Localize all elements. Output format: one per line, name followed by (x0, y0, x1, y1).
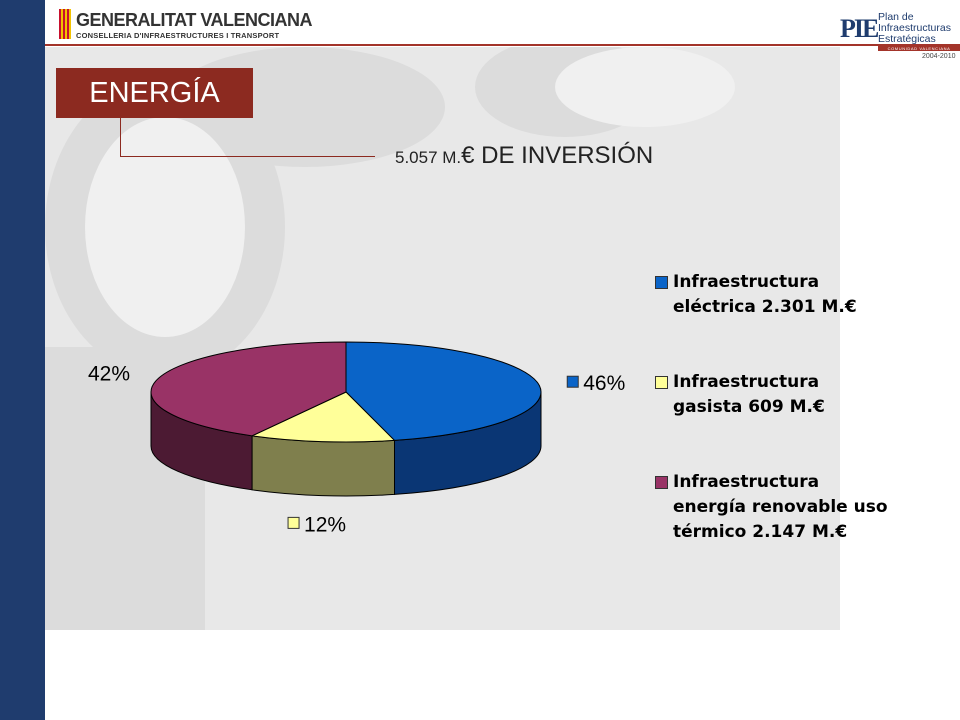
plan-logo-band: COMUNIDAD VALENCIANA (878, 46, 960, 51)
data-label-2: 42% (88, 363, 130, 386)
shield-icon (58, 8, 72, 40)
pie-slice-1 (250, 391, 396, 443)
investment-amount: 5.057 M. (395, 148, 462, 167)
org-department: CONSELLERIA D'INFRAESTRUCTURES I TRANSPO… (76, 31, 280, 40)
plan-logo-years: 2004-2010 (922, 53, 956, 60)
data-label-swatch (566, 375, 579, 388)
legend-item-2: Infraestructura energía renovable uso té… (655, 470, 915, 570)
data-label-text: 46% (583, 372, 625, 395)
legend-label: Infraestructura gasista 609 M.€ (673, 372, 825, 417)
chart-legend: Infraestructura eléctrica 2.301 M.€ Infra… (655, 270, 915, 570)
legend-swatch (655, 276, 668, 289)
data-label-1: 12% (287, 513, 346, 536)
legend-swatch (655, 476, 668, 489)
org-name: GENERALITAT VALENCIANA (76, 10, 313, 30)
plan-logo: PIE Plan de Infraestructuras Estratégica… (838, 10, 960, 66)
legend-swatch (655, 376, 668, 389)
data-label-text: 12% (304, 513, 346, 536)
plan-logo-mark: PIE (840, 14, 879, 43)
data-label-0: 46% (566, 372, 625, 395)
pie-side-1 (251, 435, 395, 497)
section-title: ENERGÍA (56, 68, 253, 118)
data-label-text: 42% (88, 363, 130, 386)
investment-suffix: € DE INVERSIÓN (461, 142, 654, 169)
legend-label: Infraestructura energía renovable uso té… (673, 472, 888, 542)
pie-slice-0 (345, 341, 542, 441)
legend-item-1: Infraestructura gasista 609 M.€ (655, 370, 915, 470)
investment-total: 5.057 M.€ DE INVERSIÓN (395, 142, 653, 170)
generalitat-logo: GENERALITAT VALENCIANA CONSELLERIA D'INF… (58, 8, 313, 42)
pie-slice-2 (150, 341, 347, 437)
legend-label: Infraestructura eléctrica 2.301 M.€ (673, 272, 857, 317)
side-bar (0, 0, 45, 720)
header-rule (45, 44, 960, 46)
data-label-swatch (287, 516, 300, 529)
leader-line-horizontal (120, 156, 375, 157)
leader-line-vertical (120, 118, 121, 156)
legend-item-0: Infraestructura eléctrica 2.301 M.€ (655, 270, 915, 370)
plan-logo-text: Plan de Infraestructuras Estratégicas (878, 11, 951, 45)
background-watermark (45, 47, 840, 630)
